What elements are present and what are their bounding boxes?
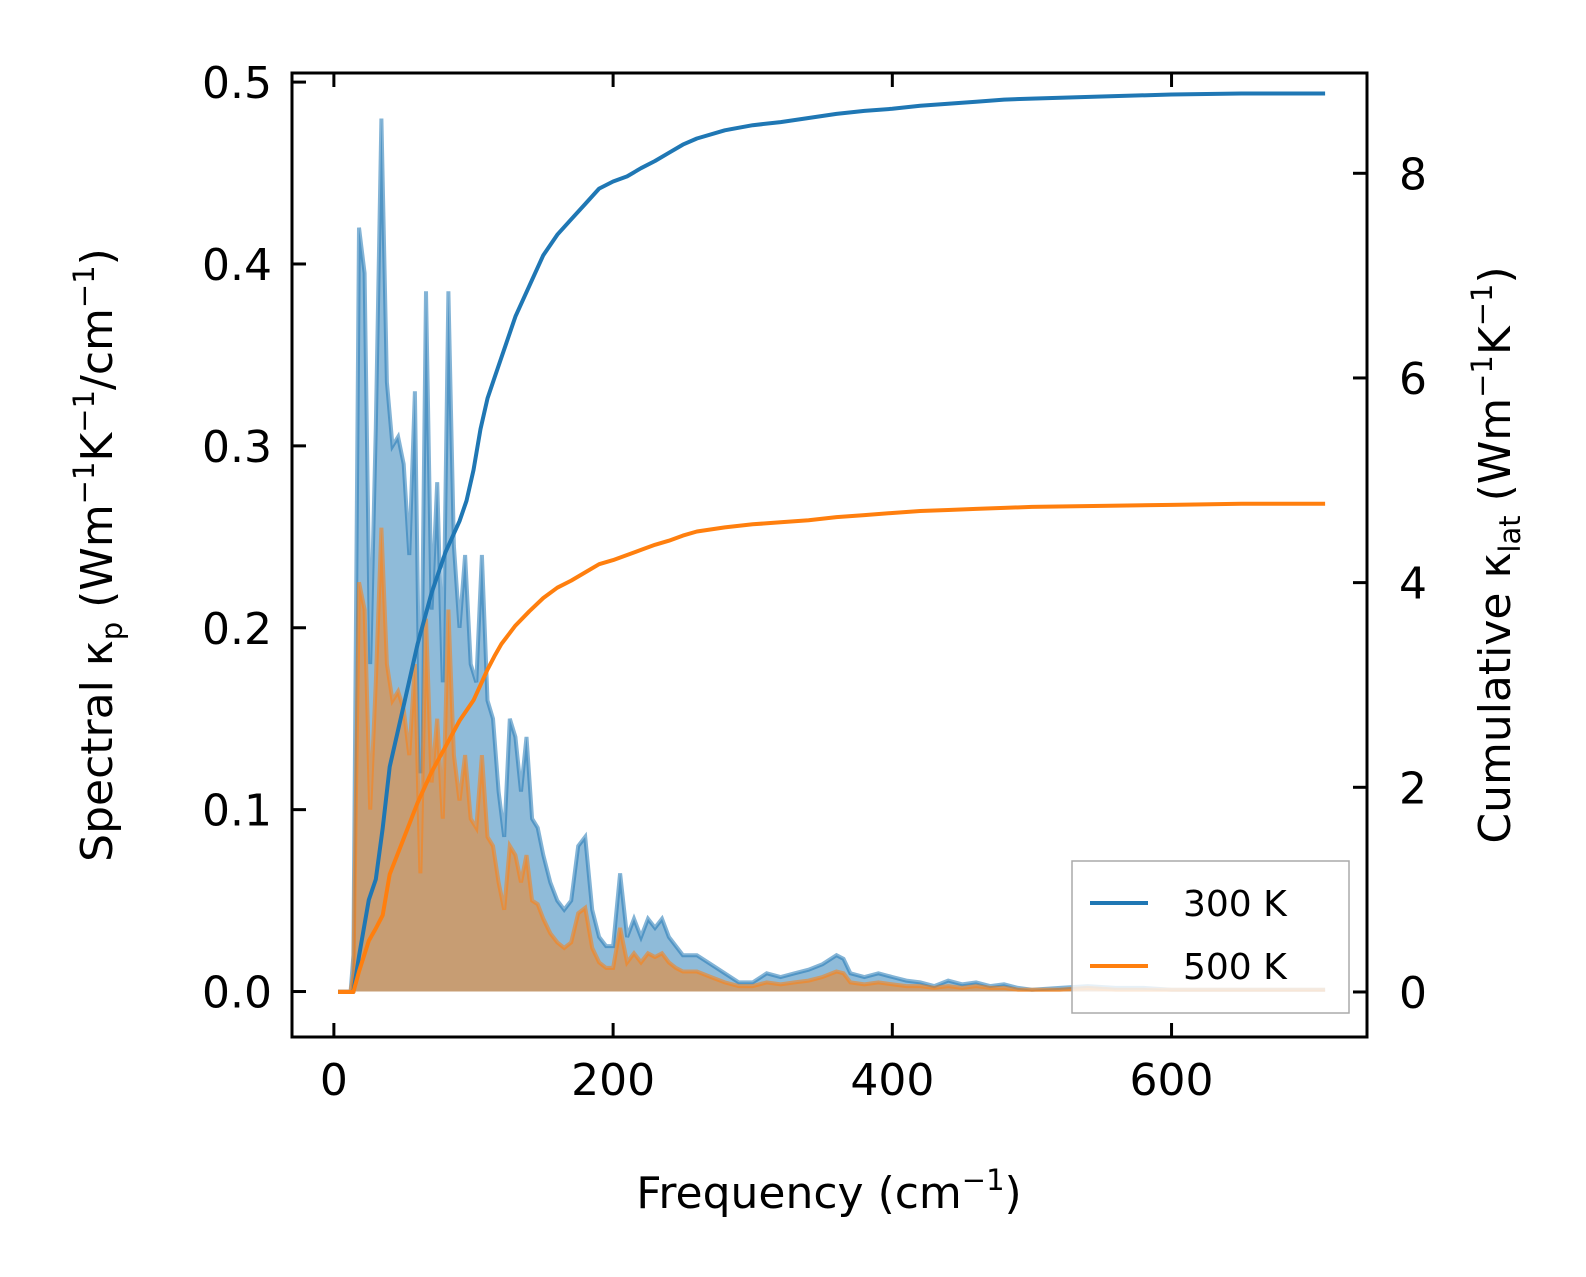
legend-box [1071,860,1350,1014]
axis-labels: Frequency (cm−1) Spectral κp (Wm−1K−1/cm… [67,248,1527,1219]
y-tick-label-right: 2 [1399,763,1427,814]
y-axis-label-left: Spectral κp (Wm−1K−1/cm−1) [67,248,129,862]
y-tick-label-left: 0.1 [202,786,272,837]
y-tick-label-right: 4 [1399,559,1427,610]
y-axis-label-right-part: (Wm [1470,398,1521,516]
y-axis-label-left-part: Spectral κ [72,640,123,862]
legend-label-500k: 500 K [1183,947,1288,988]
y-tick-label-right: 6 [1399,354,1427,405]
axis-ticks: 0 200 400 600 0.0 0.1 0.2 0.3 0.4 0.5 0 2 4 6 8 [202,58,1427,1106]
y-axis-label-left-part: K [72,432,123,462]
y-axis-label-left-part: ) [72,248,123,265]
cumulative-lines [338,91,1326,994]
cumulative-line-500k [338,501,1326,994]
spectral-line-300k [338,118,1326,994]
y-axis-label-left-part: −1 [67,390,101,433]
y-tick-label-right: 8 [1399,149,1427,200]
cumulative-line-300k [338,91,1326,994]
y-axis-label-right-part: K [1470,325,1521,355]
y-axis-label-right: Cumulative κlat (Wm−1K−1) [1465,266,1527,843]
y-tick-label-left: 0.3 [202,422,272,473]
y-axis-label-left-part: −1 [67,265,101,308]
y-axis-label-right-part: Cumulative κ [1470,553,1521,844]
y-axis-label-left-part: p [95,622,129,640]
x-tick-label: 0 [320,1055,348,1106]
y-tick-label-left: 0.4 [202,240,272,291]
legend-label-300k: 300 K [1183,884,1288,925]
x-axis-label: Frequency (cm−1) [636,1163,1021,1219]
plot-frame [290,71,1369,1039]
x-axis-label-tail: ) [1005,1168,1022,1219]
spectral-fills [338,118,1326,994]
legend: 300 K 500 K [1071,860,1350,1014]
y-axis-label-right-part: lat [1493,515,1527,552]
y-axis-label-left-part: /cm [72,308,123,390]
y-tick-label-right: 0 [1399,968,1427,1019]
spectral-line-500k [338,527,1326,994]
y-tick-label-left: 0.5 [202,58,272,109]
spectral-area-500k [338,527,1326,992]
y-axis-label-right-part: −1 [1465,284,1499,327]
y-axis-label-right-part: ) [1470,266,1521,283]
y-tick-label-left: 0.0 [202,968,272,1019]
x-tick-label: 600 [1130,1055,1214,1106]
y-tick-label-left: 0.2 [202,604,272,655]
x-axis-label-text: Frequency (cm [636,1168,962,1219]
y-axis-label-right-part: −1 [1465,355,1499,398]
y-axis-label-left-part: −1 [67,462,101,505]
x-tick-label: 400 [850,1055,934,1106]
x-axis-label-sup: −1 [962,1163,1005,1197]
y-axis-label-left-part: (Wm [72,504,123,622]
x-tick-label: 200 [571,1055,655,1106]
